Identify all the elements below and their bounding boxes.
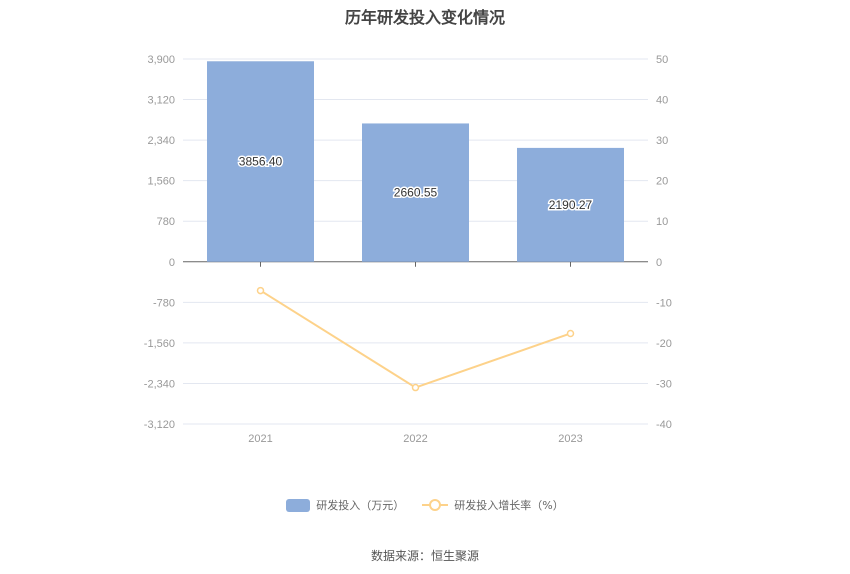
right-axis-tick: -10	[656, 297, 672, 309]
growth-rate-line	[259, 289, 571, 389]
right-axis-tick: 50	[656, 54, 668, 66]
chart-plot: 3,900 50 3,120 40 2,340 30 1,560 20 780 10 0 0 -780 -…	[144, 54, 672, 445]
left-axis-tick: -780	[153, 297, 175, 309]
right-axis-tick: -30	[656, 378, 672, 390]
right-axis-tick: -20	[656, 338, 672, 350]
bar-value-label: 3856.40	[239, 155, 283, 169]
right-axis-tick: -40	[656, 419, 672, 431]
legend-item-line[interactable]: 研发投入增长率（%）	[422, 497, 564, 513]
left-axis-tick: -2,340	[144, 378, 175, 390]
left-axis-tick: 1,560	[147, 176, 175, 188]
left-axis-tick: 0	[169, 257, 175, 269]
data-source: 数据来源：恒生聚源	[370, 549, 479, 563]
line-marker-icon	[422, 499, 449, 511]
legend-bar-label: 研发投入（万元）	[316, 499, 405, 512]
right-axis-tick: 40	[656, 95, 668, 107]
left-axis-tick: 3,120	[147, 95, 175, 107]
legend-item-bar[interactable]: 研发投入（万元）	[286, 497, 404, 513]
bar-2022[interactable]	[362, 123, 469, 262]
right-axis-tick: 10	[656, 216, 668, 228]
right-axis-tick: 0	[656, 257, 662, 269]
line-point-2021[interactable]	[256, 286, 265, 295]
x-axis-label: 2022	[403, 433, 427, 445]
x-axis-label: 2023	[558, 433, 582, 445]
left-axis-tick: -1,560	[144, 338, 175, 350]
line-point-2023[interactable]	[566, 329, 575, 338]
chart-title: 历年研发投入变化情况	[344, 8, 505, 27]
left-axis-tick: -3,120	[144, 419, 175, 431]
left-axis-tick: 780	[157, 216, 175, 228]
bar-value-label: 2190.27	[549, 198, 593, 212]
x-axis-label: 2021	[248, 433, 272, 445]
left-axis-tick: 2,340	[147, 135, 175, 147]
right-axis-tick: 20	[656, 176, 668, 188]
bar-value-label: 2660.55	[394, 186, 438, 200]
bar-2021[interactable]	[207, 61, 314, 262]
right-axis-tick: 30	[656, 135, 668, 147]
bar-swatch-icon	[286, 498, 311, 512]
legend-line-label: 研发投入增长率（%）	[454, 499, 564, 512]
left-axis-tick: 3,900	[147, 54, 175, 66]
line-point-2022[interactable]	[411, 383, 420, 392]
bar-2023[interactable]	[517, 147, 624, 262]
legend: 研发投入（万元） 研发投入增长率（%）	[0, 497, 850, 513]
